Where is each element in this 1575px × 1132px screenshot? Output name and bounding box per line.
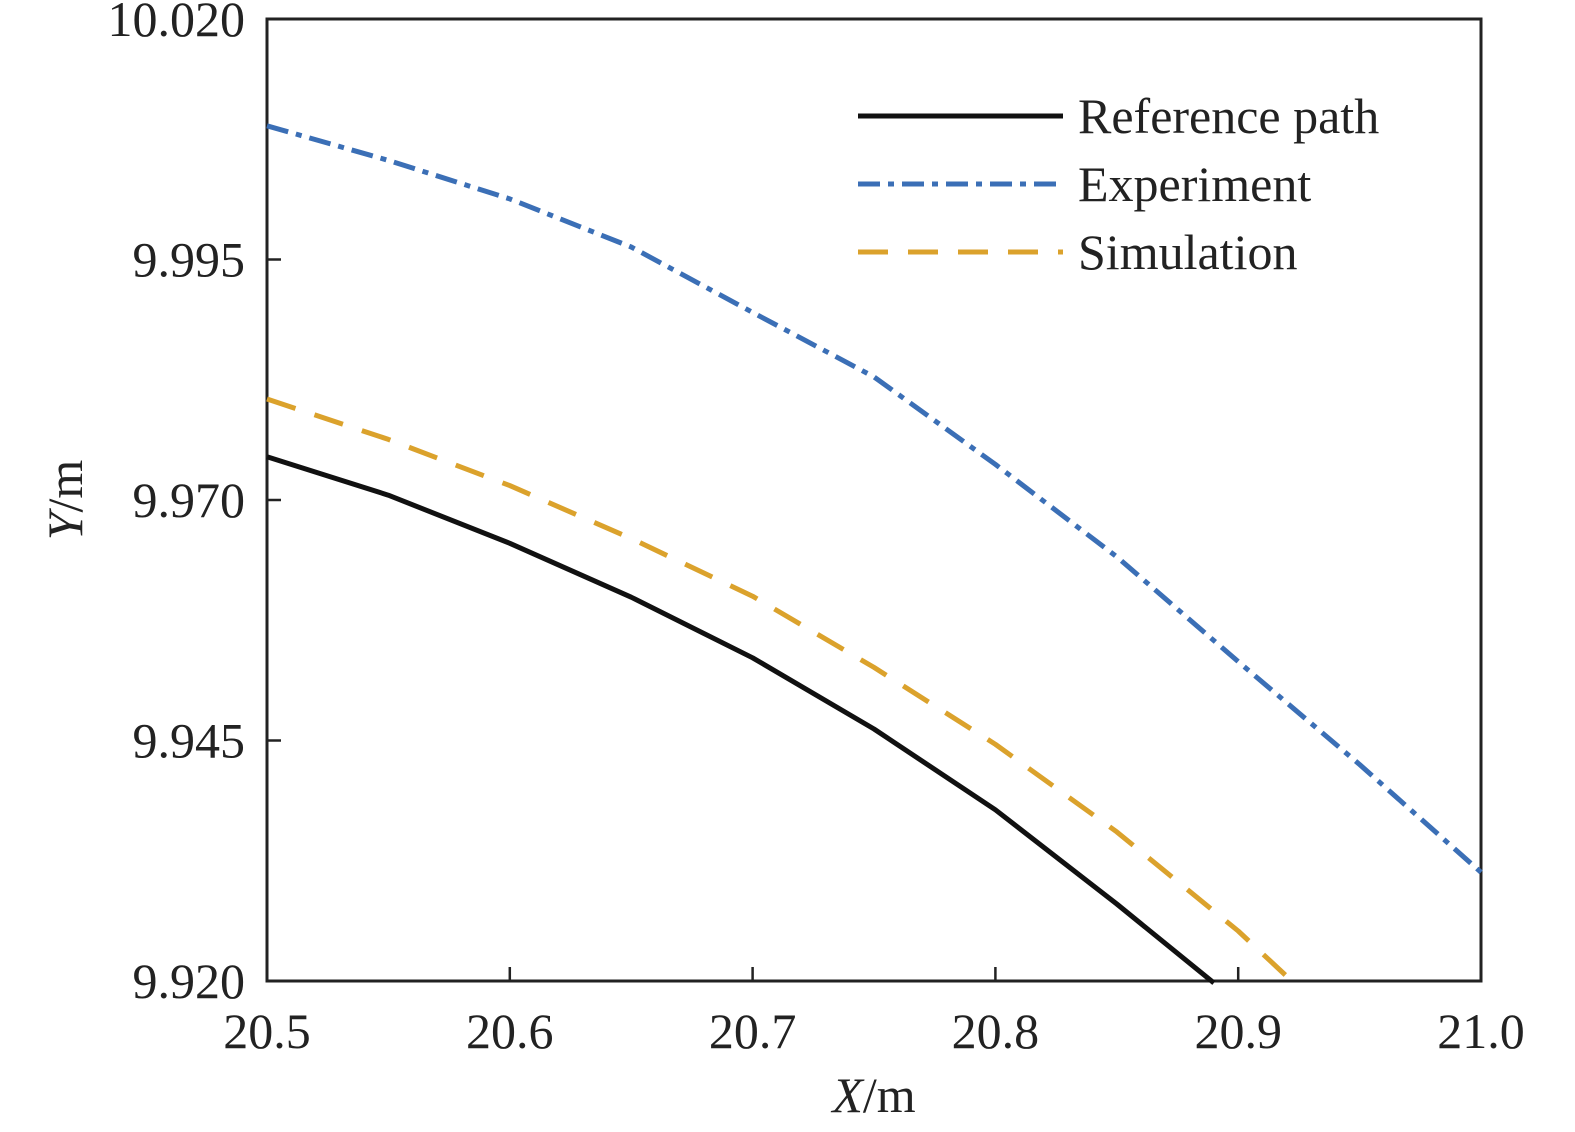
y-axis-label: Y/m bbox=[37, 460, 93, 541]
legend: Reference path Experiment Simulation bbox=[858, 88, 1379, 280]
x-tick-label: 20.6 bbox=[466, 1003, 554, 1059]
legend-label-simulation: Simulation bbox=[1078, 224, 1297, 280]
x-axis-label: X/m bbox=[830, 1067, 915, 1123]
x-tick-label: 20.7 bbox=[709, 1003, 797, 1059]
x-tick-label: 20.5 bbox=[223, 1003, 311, 1059]
legend-label-experiment: Experiment bbox=[1078, 156, 1311, 212]
y-tick-label: 9.920 bbox=[133, 953, 246, 1009]
series-line-reference-path bbox=[266, 454, 1216, 985]
y-tick-label: 9.970 bbox=[133, 472, 246, 528]
y-axis-unit: /m bbox=[37, 460, 93, 513]
series-line-experiment bbox=[266, 123, 1483, 875]
series-line-simulation bbox=[266, 396, 1301, 990]
series-lines bbox=[266, 123, 1483, 990]
x-axis-unit: /m bbox=[863, 1067, 916, 1123]
legend-label-reference-path: Reference path bbox=[1078, 88, 1379, 144]
y-axis-variable: Y bbox=[37, 507, 93, 540]
x-tick-label: 21.0 bbox=[1437, 1003, 1525, 1059]
x-tick-label: 20.8 bbox=[952, 1003, 1040, 1059]
x-axis-variable: X bbox=[830, 1067, 865, 1123]
axis-ticks: 20.5 20.6 20.7 20.8 20.9 21.0 9.920 9.945 9.970 9… bbox=[108, 0, 1525, 1059]
y-tick-label: 9.945 bbox=[133, 713, 246, 769]
y-tick-label: 9.995 bbox=[133, 232, 246, 288]
x-tick-label: 20.9 bbox=[1194, 1003, 1282, 1059]
y-tick-label: 10.020 bbox=[108, 0, 246, 47]
